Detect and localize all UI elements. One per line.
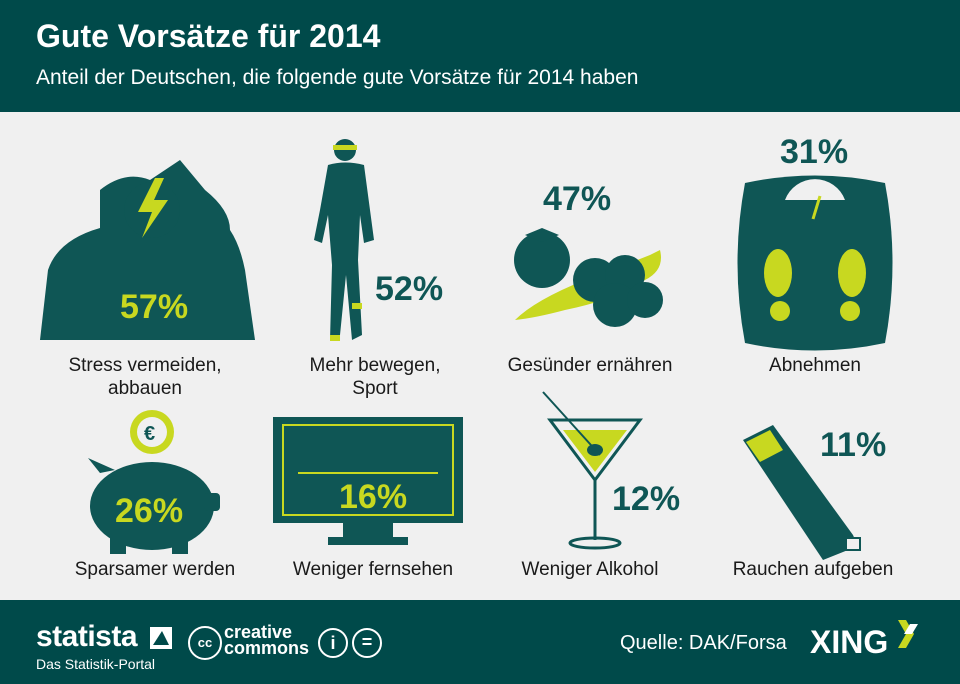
- tile-abnehmen: 31% Abnehmen: [700, 133, 930, 400]
- svg-text:€: €: [144, 423, 155, 445]
- martini-icon: [542, 391, 643, 550]
- piggy-bank-icon: €: [88, 410, 220, 554]
- vegetables-icon: [514, 228, 663, 327]
- category-label: Abnehmen: [769, 355, 861, 376]
- category-label: Weniger Alkohol: [521, 559, 659, 580]
- value-label: 31%: [780, 133, 849, 171]
- page-title: Gute Vorsätze für 2014: [36, 18, 381, 54]
- tile-sparen: € 26% Sparsamer werden: [40, 408, 270, 583]
- value-label: 57%: [120, 288, 189, 326]
- no-derivatives-icon: =: [352, 628, 382, 658]
- page-subtitle: Anteil der Deutschen, die folgende gute …: [36, 66, 639, 89]
- category-label: Weniger fernsehen: [292, 559, 454, 580]
- cc-icon: cc: [188, 626, 222, 660]
- tile-sport: 52% Mehr bewegen, Sport: [260, 135, 490, 400]
- value-label: 47%: [543, 180, 612, 218]
- tile-alkohol: 12% Weniger Alkohol: [475, 390, 705, 585]
- statista-tagline: Das Statistik-Portal: [36, 656, 156, 672]
- source-note: Quelle: DAK/Forsa: [620, 632, 787, 654]
- xing-x-icon: [898, 620, 918, 648]
- value-label: 26%: [115, 492, 184, 530]
- runner-icon: [314, 139, 374, 341]
- category-label: Gesünder ernähren: [507, 355, 673, 376]
- category-label: Sparsamer werden: [74, 559, 236, 580]
- category-label: Stress vermeiden, abbauen: [68, 355, 222, 399]
- scale-icon: [737, 175, 893, 351]
- category-label: Rauchen aufgeben: [732, 559, 894, 580]
- attribution-icon: i: [318, 628, 348, 658]
- value-label: 11%: [820, 426, 887, 464]
- category-label: Mehr bewegen, Sport: [309, 355, 441, 399]
- header-banner: Gute Vorsätze für 2014 Anteil der Deutsc…: [0, 0, 960, 112]
- cigarette-icon: [743, 425, 861, 560]
- value-label: 16%: [339, 478, 408, 516]
- xing-logo[interactable]: XING: [810, 624, 889, 660]
- value-label: 52%: [375, 270, 444, 308]
- value-label: 12%: [612, 480, 681, 518]
- statista-mark-icon: [150, 627, 172, 649]
- license-text[interactable]: creative commons: [224, 622, 310, 658]
- license-line-2: commons: [224, 638, 310, 658]
- tv-icon: [273, 417, 463, 545]
- tile-stress: 57% Stress vermeiden, abbauen: [30, 150, 260, 400]
- tile-fernsehen: 16% Weniger fernsehen: [258, 415, 488, 585]
- tile-rauchen: 11% Rauchen aufgeben: [698, 420, 928, 585]
- license-line-1: creative: [224, 622, 293, 642]
- tile-ernaehrung: 47% Gesünder ernähren: [475, 180, 705, 400]
- statista-logo[interactable]: statista: [36, 620, 138, 653]
- stressed-person-icon: [40, 160, 255, 340]
